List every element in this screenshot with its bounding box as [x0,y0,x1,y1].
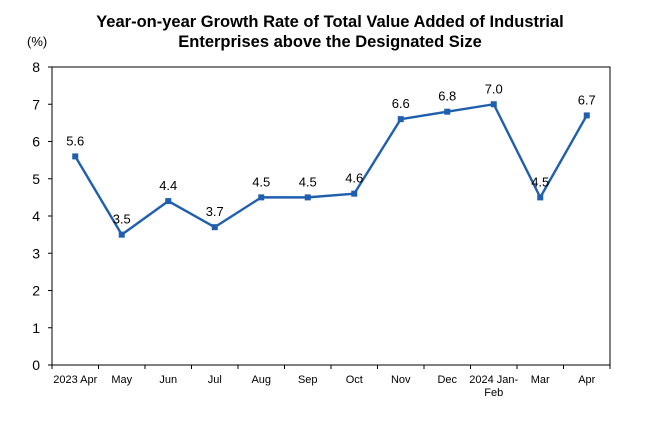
data-point-marker [583,112,590,119]
y-tick-label: 4 [32,208,40,224]
x-tick-label: 2024 Jan-Feb [469,374,518,399]
data-point-marker [490,101,497,108]
data-value-label: 4.6 [345,171,363,186]
x-tick-label: Jul [208,374,222,386]
x-tick-label: Dec [437,374,457,386]
series-line [74,103,588,236]
y-tick-label: 8 [32,59,40,75]
data-value-label: 6.7 [578,92,596,107]
x-tick-label: Jun [159,374,177,386]
x-tick-label: Mar [531,374,550,386]
chart-title-line-2: Enterprises above the Designated Size [178,33,482,51]
y-axis-unit-label: (%) [27,34,47,49]
data-point-marker [258,194,265,201]
y-tick-label: 6 [32,134,40,150]
data-value-label: 4.5 [531,174,549,189]
y-tick-label: 2 [32,283,40,299]
data-point-marker [444,108,451,115]
data-point-marker [304,194,311,201]
data-value-label: 7.0 [485,81,503,96]
data-value-label: 4.4 [159,178,177,193]
data-value-label: 6.8 [438,89,456,104]
data-value-label: 6.6 [392,96,410,111]
plot-frame [51,66,611,366]
data-point-marker [537,194,544,201]
x-tick-label: May [111,374,132,386]
y-tick-label: 3 [32,245,40,261]
data-value-label: 5.6 [66,133,84,148]
data-point-marker [118,231,125,238]
data-value-label: 4.5 [299,174,317,189]
data-value-label: 3.7 [206,204,224,219]
y-tick-label: 5 [32,171,40,187]
data-value-label: 3.5 [113,212,131,227]
x-tick-label: Aug [251,374,271,386]
data-point-marker [351,190,358,197]
data-point-marker [397,116,404,123]
y-tick-label: 7 [32,96,40,112]
data-point-marker [165,198,172,205]
chart-title-line-1: Year-on-year Growth Rate of Total Value … [96,13,564,31]
x-tick-label: Oct [346,374,363,386]
x-tick-label: Apr [578,374,595,386]
data-point-marker [211,224,218,231]
x-tick-label: Nov [391,374,411,386]
y-tick-label: 1 [32,320,40,336]
x-tick-label: 2023 Apr [53,374,97,386]
y-tick-label: 0 [32,357,40,373]
data-value-label: 4.5 [252,174,270,189]
x-tick-label: Sep [298,374,318,386]
data-point-marker [72,153,79,160]
